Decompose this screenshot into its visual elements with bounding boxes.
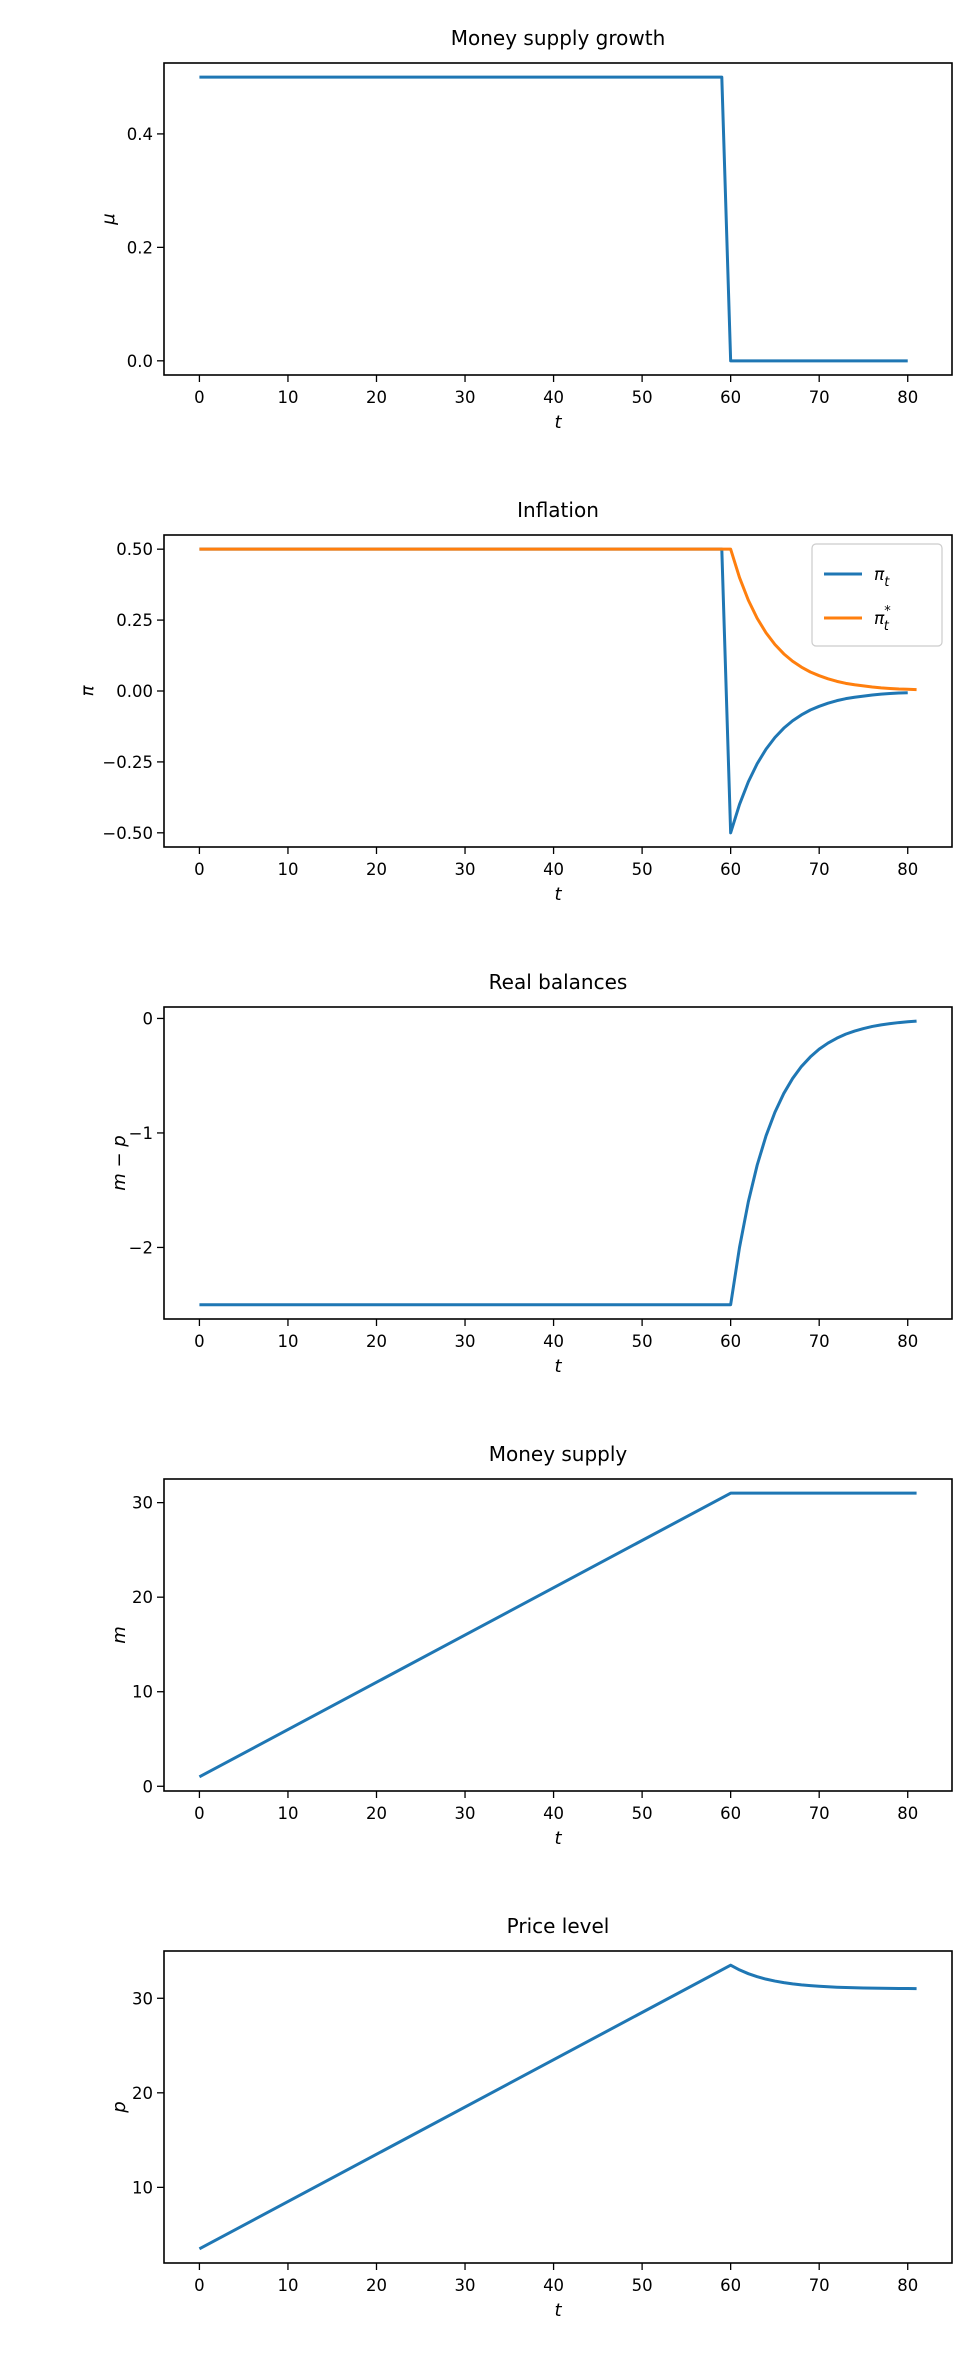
- series-line: [198, 1491, 917, 1779]
- chart-title: Money supply: [489, 1442, 628, 1466]
- chart-panel: Money supply growth 0 10 20 30 40 50 60 70 80 0.0 0…: [99, 26, 953, 433]
- y-axis-label: p: [109, 2101, 130, 2113]
- x-tick-label: 50: [632, 388, 653, 407]
- x-axis-label: t: [554, 2300, 562, 2321]
- axes-frame: [163, 1478, 953, 1792]
- y-tick-label: 0.0: [127, 352, 153, 371]
- x-tick-label: 50: [632, 1332, 653, 1351]
- y-tick-label: 0.00: [116, 682, 153, 701]
- x-tick-label: 10: [277, 860, 298, 879]
- chart-title: Real balances: [489, 970, 628, 994]
- y-tick-label: 0.50: [116, 540, 153, 559]
- x-tick-label: 50: [632, 1804, 653, 1823]
- y-tick-label: −0.50: [102, 824, 153, 843]
- x-tick-label: 80: [897, 2276, 918, 2295]
- x-tick-label: 10: [277, 2276, 298, 2295]
- x-tick-label: 50: [632, 2276, 653, 2295]
- y-tick-label: 10: [132, 2178, 153, 2197]
- x-tick-label: 60: [720, 1804, 741, 1823]
- x-tick-label: 20: [366, 1332, 387, 1351]
- chart-title: Money supply growth: [451, 26, 666, 50]
- y-tick-label: 0: [143, 1009, 154, 1028]
- chart-title: Price level: [507, 1914, 610, 1938]
- axes-frame: [163, 62, 953, 376]
- chart-panel: Price level 0 10 20 30 40 50 60 70 80 10 20 30 t p: [109, 1914, 953, 2321]
- x-tick-label: 60: [720, 1332, 741, 1351]
- x-tick-label: 20: [366, 860, 387, 879]
- x-tick-label: 30: [455, 1804, 476, 1823]
- x-tick-label: 30: [455, 2276, 476, 2295]
- x-axis-label: t: [554, 412, 562, 433]
- chart-panel: Money supply 0 10 20 30 40 50 60 70 80 0 10 20 30 t m: [109, 1442, 953, 1849]
- x-tick-label: 40: [543, 860, 564, 879]
- x-axis-label: t: [554, 1356, 562, 1377]
- y-tick-label: −2: [129, 1238, 153, 1257]
- x-tick-label: 40: [543, 1332, 564, 1351]
- y-axis-label: μ: [99, 213, 120, 225]
- series-line: [199, 547, 917, 692]
- x-tick-label: 20: [366, 1804, 387, 1823]
- x-tick-label: 40: [543, 1804, 564, 1823]
- chart-panel: Real balances 0 10 20 30 40 50 60 70 80 −2 −1 0 t m − …: [109, 970, 953, 1377]
- x-tick-label: 0: [194, 1332, 205, 1351]
- y-tick-label: 20: [132, 1588, 153, 1607]
- x-tick-label: 60: [720, 860, 741, 879]
- axes-frame: [163, 1006, 953, 1320]
- y-tick-label: 0: [143, 1777, 154, 1796]
- x-axis-label: t: [554, 884, 562, 905]
- chart-title: Inflation: [517, 498, 599, 522]
- y-axis-label: m − p: [109, 1135, 130, 1191]
- x-tick-label: 80: [897, 1804, 918, 1823]
- y-axis-label: m: [109, 1626, 130, 1644]
- y-axis-label: π: [78, 684, 99, 696]
- y-tick-label: 30: [132, 1989, 153, 2008]
- legend-box: [811, 543, 943, 647]
- x-tick-label: 70: [809, 1332, 830, 1351]
- series-line: [198, 1963, 917, 2251]
- x-tick-label: 10: [277, 1332, 298, 1351]
- x-tick-label: 0: [194, 2276, 205, 2295]
- x-tick-label: 20: [366, 388, 387, 407]
- y-tick-label: −0.25: [102, 753, 153, 772]
- x-tick-label: 50: [632, 860, 653, 879]
- x-tick-label: 80: [897, 388, 918, 407]
- x-tick-label: 80: [897, 1332, 918, 1351]
- x-tick-label: 40: [543, 2276, 564, 2295]
- x-tick-label: 0: [194, 860, 205, 879]
- x-tick-label: 70: [809, 2276, 830, 2295]
- legend: πt π* t: [811, 543, 943, 647]
- x-tick-label: 30: [455, 388, 476, 407]
- x-tick-label: 20: [366, 2276, 387, 2295]
- x-tick-label: 30: [455, 860, 476, 879]
- y-tick-label: 30: [132, 1494, 153, 1513]
- x-tick-label: 60: [720, 388, 741, 407]
- series-line: [199, 75, 908, 363]
- y-tick-label: 20: [132, 2084, 153, 2103]
- series-line: [199, 1019, 917, 1307]
- x-tick-label: 40: [543, 388, 564, 407]
- x-tick-label: 70: [809, 388, 830, 407]
- y-tick-label: 0.25: [116, 611, 153, 630]
- y-tick-label: 0.2: [127, 238, 153, 257]
- x-tick-label: 0: [194, 388, 205, 407]
- x-tick-label: 10: [277, 1804, 298, 1823]
- legend-label: πt: [874, 565, 890, 590]
- series-line: [199, 547, 908, 835]
- x-tick-label: 70: [809, 860, 830, 879]
- chart-panel: Inflation 0 10 20 30 40 50 60 70 80 −0.50 −0.25 0.00…: [78, 498, 953, 905]
- x-tick-label: 10: [277, 388, 298, 407]
- x-tick-label: 30: [455, 1332, 476, 1351]
- x-tick-label: 70: [809, 1804, 830, 1823]
- x-tick-label: 80: [897, 860, 918, 879]
- y-tick-label: −1: [129, 1124, 153, 1143]
- axes-frame: [163, 1950, 953, 2264]
- y-tick-label: 0.4: [127, 125, 153, 144]
- x-tick-label: 60: [720, 2276, 741, 2295]
- x-tick-label: 0: [194, 1804, 205, 1823]
- x-axis-label: t: [554, 1828, 562, 1849]
- legend-label: π* t: [874, 604, 891, 634]
- y-tick-label: 10: [132, 1683, 153, 1702]
